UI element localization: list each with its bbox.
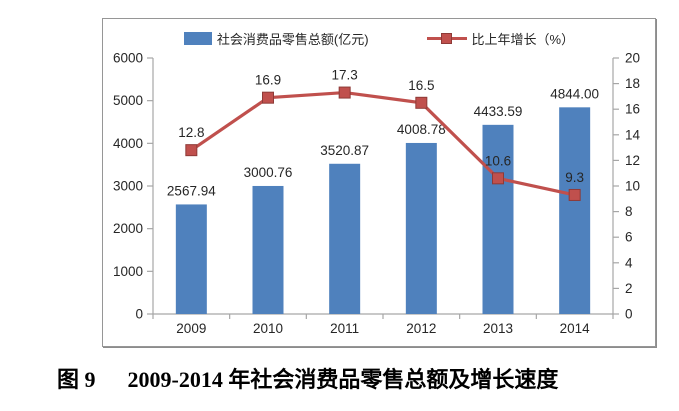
bar-2014 [559,107,591,315]
line-marker-2012 [415,96,428,109]
bar-2009 [175,204,207,314]
right-axis-tick-label: 6 [625,230,633,245]
bar-2012 [405,142,437,314]
category-label-2012: 2012 [406,321,436,336]
bar-2010 [252,185,284,314]
left-axis-tick-label: 4000 [113,136,143,151]
category-label-2013: 2013 [483,321,513,336]
line-label-2011: 17.3 [332,68,358,83]
growth-line [190,90,576,197]
bar-label-2009: 2567.94 [167,183,216,198]
category-label-2014: 2014 [560,321,591,336]
line-marker-2014 [568,188,581,201]
right-axis-tick-label: 4 [625,255,633,270]
figure-number: 图 9 [57,367,96,392]
right-axis-tick-label: 12 [625,153,640,168]
left-axis-tick-label: 2000 [113,221,143,236]
category-label-2011: 2011 [330,321,359,336]
bar-label-2014: 4844.00 [550,86,599,101]
bar-label-2012: 4008.78 [397,122,446,137]
right-axis-tick-label: 0 [625,307,633,322]
category-label-2009: 2009 [176,321,206,336]
right-axis-tick-label: 14 [625,127,641,142]
line-marker-2011 [338,86,351,99]
combo-chart: 0 1000 2000 3000 4000 5000 6000 0 2 4 6 8 10 12 14 16 18… [113,51,641,337]
left-axis-tick-label: 1000 [113,264,143,279]
line-label-2014: 9.3 [565,170,584,185]
line-marker-2010 [262,91,274,104]
bar-label-2010: 3000.76 [244,165,293,180]
category-label-2010: 2010 [253,321,283,336]
figure-title: 2009-2014 年社会消费品零售总额及增长速度 [127,367,559,392]
legend-item-bar-series: 社会消费品零售总额(亿元) [183,29,369,48]
right-axis-tick-label: 8 [625,204,633,219]
right-axis-tick-label: 20 [625,51,640,66]
line-label-2013: 10.6 [485,153,511,168]
figure-caption: 图 9 2009-2014 年社会消费品零售总额及增长速度 [57,362,558,394]
bar-2013 [482,124,514,314]
line-series-label: 比上年增长（%） [471,32,575,47]
line-label-2010: 16.9 [255,73,281,88]
chart-legend: 社会消费品零售总额(亿元) 比上年增长（%） [103,29,655,48]
left-axis-tick-label: 6000 [113,51,143,66]
right-axis-tick-label: 16 [625,102,640,117]
right-axis-tick-label: 10 [625,179,640,194]
bar-series-swatch-icon [183,32,212,45]
right-axis-tick-label: 18 [625,76,640,91]
bar-2011 [329,163,361,314]
left-axis-tick-label: 0 [135,307,143,322]
line-swatch-marker [440,33,452,44]
bar-label-2011: 3520.87 [320,143,369,158]
left-axis-tick-label: 5000 [113,93,143,108]
legend-item-line-series: 比上年增长（%） [426,29,575,48]
bar-series-label: 社会消费品零售总额(亿元) [216,32,369,47]
right-axis-tick-label: 2 [625,281,633,296]
line-marker-2013 [492,172,504,185]
line-marker-2009 [185,144,198,157]
line-label-2009: 12.8 [178,125,204,140]
bar-label-2013: 4433.59 [474,104,523,119]
left-axis-tick-label: 3000 [113,179,143,194]
line-label-2012: 16.5 [408,78,434,93]
line-series-swatch-icon [426,33,467,44]
chart-frame: 0 1000 2000 3000 4000 5000 6000 0 2 4 6 8 10 12 14 16 18… [102,18,656,347]
